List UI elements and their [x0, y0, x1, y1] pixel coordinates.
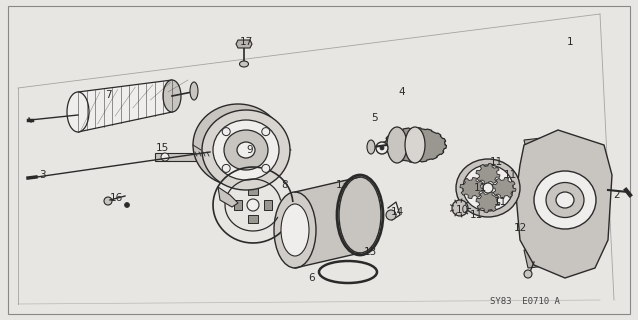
- Bar: [264, 200, 272, 210]
- Text: 11: 11: [470, 210, 482, 220]
- Circle shape: [262, 164, 270, 172]
- Text: 6: 6: [309, 273, 315, 283]
- Polygon shape: [476, 191, 500, 212]
- Text: 13: 13: [336, 180, 348, 190]
- Ellipse shape: [274, 192, 316, 268]
- Text: 12: 12: [514, 223, 526, 233]
- Ellipse shape: [213, 120, 279, 180]
- Text: 11: 11: [489, 157, 503, 167]
- Bar: [248, 215, 258, 223]
- Bar: [234, 200, 242, 210]
- Ellipse shape: [281, 204, 309, 256]
- Circle shape: [386, 210, 396, 220]
- Ellipse shape: [67, 92, 89, 132]
- Polygon shape: [476, 164, 500, 185]
- Ellipse shape: [190, 82, 198, 100]
- Polygon shape: [295, 177, 360, 268]
- Circle shape: [376, 142, 388, 154]
- Text: 5: 5: [371, 113, 377, 123]
- Polygon shape: [236, 40, 252, 48]
- Text: 4: 4: [399, 87, 405, 97]
- Bar: [290, 257, 302, 263]
- Ellipse shape: [405, 127, 425, 163]
- Ellipse shape: [367, 140, 375, 154]
- Text: 2: 2: [614, 190, 620, 200]
- Text: 11: 11: [503, 170, 517, 180]
- Text: 11: 11: [493, 197, 507, 207]
- Ellipse shape: [193, 104, 283, 186]
- Ellipse shape: [387, 127, 407, 163]
- Ellipse shape: [202, 110, 290, 190]
- Ellipse shape: [556, 192, 574, 208]
- Ellipse shape: [237, 142, 255, 158]
- Text: 9: 9: [247, 145, 253, 155]
- Bar: [248, 187, 258, 195]
- Bar: [290, 197, 302, 203]
- Polygon shape: [218, 187, 238, 207]
- Text: 15: 15: [156, 143, 168, 153]
- Circle shape: [452, 200, 468, 216]
- Polygon shape: [460, 178, 484, 198]
- Polygon shape: [516, 130, 612, 278]
- Circle shape: [222, 164, 230, 172]
- Text: 13: 13: [364, 247, 376, 257]
- Text: SY83  E0710 A: SY83 E0710 A: [490, 298, 560, 307]
- Text: 10: 10: [456, 205, 468, 215]
- Circle shape: [104, 197, 112, 205]
- Circle shape: [222, 128, 230, 136]
- Text: 7: 7: [105, 90, 111, 100]
- Ellipse shape: [546, 182, 584, 218]
- Text: 14: 14: [390, 207, 404, 217]
- Ellipse shape: [224, 130, 268, 170]
- Circle shape: [161, 153, 169, 161]
- Text: 8: 8: [282, 180, 288, 190]
- Ellipse shape: [339, 177, 381, 253]
- Polygon shape: [383, 128, 447, 162]
- Text: 16: 16: [109, 193, 122, 203]
- Circle shape: [380, 146, 384, 150]
- Ellipse shape: [456, 159, 520, 217]
- Polygon shape: [78, 80, 172, 132]
- Ellipse shape: [239, 61, 248, 67]
- Circle shape: [483, 183, 493, 193]
- Bar: [205, 148, 215, 166]
- Text: 11: 11: [473, 183, 487, 193]
- Polygon shape: [524, 138, 546, 158]
- Circle shape: [247, 199, 259, 211]
- Polygon shape: [492, 178, 516, 198]
- Text: 1: 1: [567, 37, 574, 47]
- Polygon shape: [524, 248, 546, 268]
- Circle shape: [124, 203, 130, 207]
- Ellipse shape: [534, 171, 596, 229]
- Ellipse shape: [463, 165, 513, 211]
- Text: 3: 3: [39, 170, 45, 180]
- Text: 17: 17: [239, 37, 253, 47]
- Bar: [155, 153, 210, 161]
- Circle shape: [262, 128, 270, 136]
- Circle shape: [524, 270, 532, 278]
- Ellipse shape: [163, 80, 181, 112]
